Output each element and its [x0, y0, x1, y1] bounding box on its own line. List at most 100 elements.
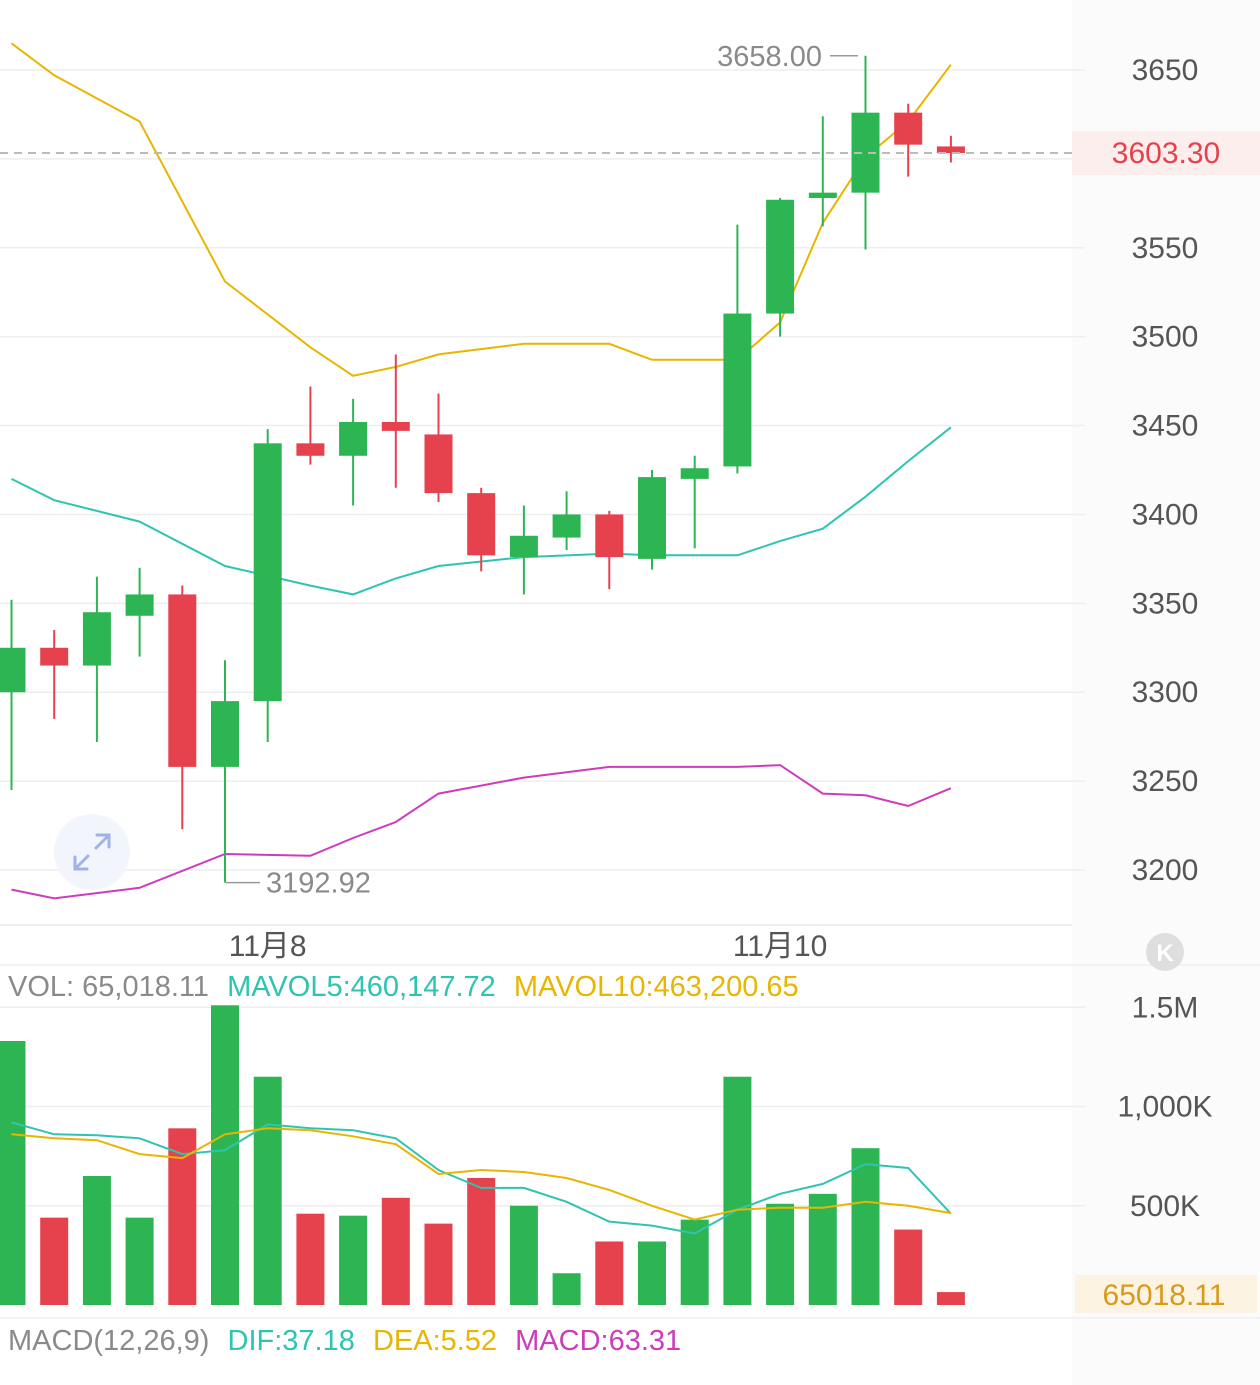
candle[interactable]	[40, 629, 69, 719]
vol-legend-value: VOL: 65,018.11	[8, 971, 209, 1003]
candles[interactable]	[0, 55, 965, 883]
candle[interactable]	[381, 354, 410, 488]
candle-body	[296, 443, 325, 456]
mavol10-line	[11, 1127, 952, 1221]
candle-body	[936, 146, 965, 154]
candle-body	[723, 313, 752, 467]
expand-button-bg[interactable]	[54, 814, 130, 890]
time-axis-label: 11月8	[229, 930, 307, 963]
candle[interactable]	[82, 576, 111, 742]
candle-body	[638, 477, 666, 559]
candle-body	[808, 192, 837, 198]
low-price-label: 3192.92	[266, 868, 371, 900]
expand-button[interactable]	[54, 814, 130, 890]
candle[interactable]	[723, 224, 752, 474]
price-axis-ticks: 3200 3250 3300 3350 3400 3450 3500 3550 3650	[1132, 54, 1199, 887]
candle-body	[125, 594, 154, 616]
candle[interactable]	[339, 398, 368, 506]
high-low-annotations: 3658.00 3192.92	[226, 41, 858, 900]
candle[interactable]	[808, 116, 837, 227]
candle[interactable]	[0, 599, 26, 790]
candle[interactable]	[894, 103, 923, 177]
volume-bar	[552, 1273, 581, 1305]
time-axis-label: 11月10	[733, 930, 828, 963]
candle-body	[680, 468, 709, 479]
k-logo-icon[interactable]	[1146, 933, 1184, 971]
candle-body	[40, 647, 69, 666]
candle-body	[82, 612, 111, 666]
mavol5-line	[11, 1121, 952, 1235]
volume-bar	[509, 1205, 538, 1305]
candle-body	[339, 421, 368, 456]
bollinger-bands	[10, 42, 952, 900]
bollinger-lower-line	[11, 764, 952, 900]
candle-body	[211, 701, 239, 767]
candle[interactable]	[595, 510, 624, 590]
candle-body	[509, 535, 538, 558]
candle[interactable]	[125, 567, 154, 657]
price-tick-label: 3500	[1132, 321, 1199, 354]
volume-bar	[339, 1215, 368, 1305]
candle-body	[168, 594, 197, 767]
last-price-badge	[1072, 131, 1260, 176]
volume-tick-label: 500K	[1130, 1190, 1200, 1223]
candle[interactable]	[638, 469, 666, 570]
candle-body	[552, 514, 581, 538]
candle[interactable]	[253, 429, 282, 742]
candle[interactable]	[509, 505, 538, 595]
macd-title: MACD(12,26,9)	[8, 1325, 209, 1357]
macd-hist-value: MACD:63.31	[515, 1325, 681, 1357]
price-tick-label: 3400	[1132, 498, 1199, 531]
candle[interactable]	[424, 393, 453, 502]
volume-grid	[0, 1006, 1085, 1207]
price-tick-label: 3250	[1132, 765, 1199, 798]
volume-tick-label: 1.5M	[1132, 991, 1199, 1024]
candle-body	[253, 443, 282, 702]
mavol10-legend-value: MAVOL10:463,200.65	[514, 971, 799, 1003]
macd-dif-value: DIF:37.18	[228, 1325, 355, 1357]
price-tick-label: 3550	[1132, 232, 1199, 265]
volume-bar	[894, 1229, 923, 1305]
volume-bar	[211, 1005, 239, 1305]
volume-bar	[766, 1203, 795, 1305]
volume-bar	[296, 1213, 325, 1305]
volume-bar	[40, 1217, 69, 1305]
candle-body	[0, 647, 26, 693]
volume-legend: VOL: 65,018.11 MAVOL5:460,147.72 MAVOL10…	[8, 971, 799, 1003]
candle-body	[467, 493, 496, 556]
candle[interactable]	[766, 197, 795, 337]
price-grid	[0, 69, 1085, 871]
candle[interactable]	[467, 487, 496, 572]
candle[interactable]	[552, 491, 581, 550]
bollinger-upper-line	[10, 42, 952, 377]
k-logo[interactable]: K	[1146, 933, 1184, 971]
volume-moving-averages	[11, 1121, 952, 1235]
candle[interactable]	[680, 455, 709, 549]
volume-bar	[808, 1193, 837, 1305]
volume-bar	[82, 1175, 111, 1305]
volume-bar	[253, 1076, 282, 1305]
volume-axis-ticks: 1.5M 1,000K 500K	[1117, 991, 1212, 1223]
volume-bar	[381, 1197, 410, 1305]
volume-bar	[851, 1148, 880, 1305]
price-tick-label: 3200	[1132, 854, 1199, 887]
volume-bar	[0, 1040, 26, 1305]
price-tick-label: 3350	[1132, 587, 1199, 620]
k-logo-letter: K	[1156, 940, 1174, 967]
price-tick-label: 3450	[1132, 410, 1199, 443]
last-volume-label: 65018.11	[1103, 1279, 1226, 1312]
candle[interactable]	[936, 135, 965, 163]
mavol5-legend-value: MAVOL5:460,147.72	[227, 971, 496, 1003]
high-price-label: 3658.00	[717, 41, 822, 73]
right-axis-panel	[1072, 0, 1260, 1385]
candle[interactable]	[211, 660, 239, 883]
expand-icon[interactable]	[73, 833, 111, 871]
candle-body	[766, 199, 795, 314]
volume-bar	[125, 1217, 154, 1305]
macd-dea-value: DEA:5.52	[373, 1325, 497, 1357]
volume-bar	[467, 1177, 496, 1305]
volume-bar	[723, 1076, 752, 1305]
candle[interactable]	[296, 386, 325, 465]
candle[interactable]	[168, 585, 197, 830]
volume-tick-label: 1,000K	[1117, 1091, 1212, 1124]
